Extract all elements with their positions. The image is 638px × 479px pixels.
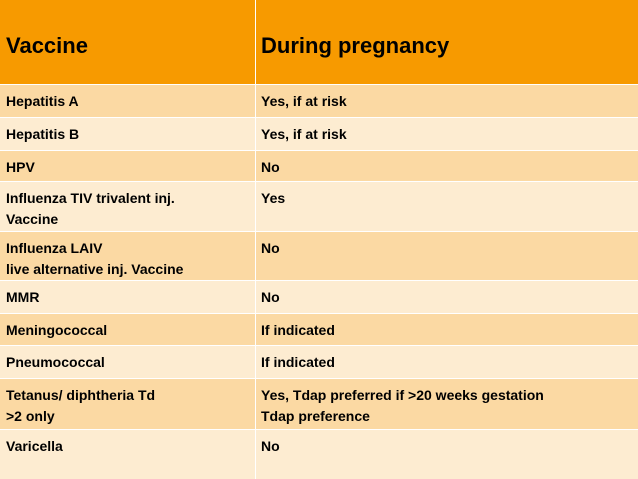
vaccine-cell: Influenza LAIV live alternative inj. Vac… [6,240,184,277]
table-row: Hepatitis A Yes, if at risk [0,84,638,117]
table-row: HPV No [0,150,638,181]
vaccine-cell: MMR [6,289,40,305]
column-divider [255,118,256,150]
vaccine-cell: HPV [6,159,35,175]
table-row: Meningococcal If indicated [0,313,638,345]
vaccine-cell: Pneumococcal [6,354,105,370]
table-header-row: Vaccine During pregnancy [0,0,638,84]
pregnancy-cell: No [261,240,280,256]
column-divider [255,430,256,479]
column-divider [255,232,256,280]
column-divider [255,314,256,345]
pregnancy-cell: Yes, if at risk [261,93,347,109]
table-row: Tetanus/ diphtheria Td >2 only Yes, Tdap… [0,378,638,429]
column-divider [255,379,256,429]
vaccine-cell: Influenza TIV trivalent inj. Vaccine [6,190,175,227]
pregnancy-cell: Yes, Tdap preferred if >20 weeks gestati… [261,387,544,424]
pregnancy-cell: No [261,438,280,454]
column-divider [255,151,256,181]
table-row: Pneumococcal If indicated [0,345,638,378]
vaccine-cell: Meningococcal [6,322,108,338]
pregnancy-cell: If indicated [261,322,335,338]
column-divider [255,0,256,84]
pregnancy-cell: If indicated [261,354,335,370]
table-row: Influenza LAIV live alternative inj. Vac… [0,231,638,280]
header-vaccine: Vaccine [6,33,88,58]
pregnancy-cell: No [261,289,280,305]
table-row: Influenza TIV trivalent inj. Vaccine Yes [0,181,638,231]
vaccine-cell: Hepatitis A [6,93,79,109]
pregnancy-cell: Yes [261,190,286,206]
table-row: MMR No [0,280,638,313]
column-divider [255,346,256,378]
vaccine-cell: Tetanus/ diphtheria Td >2 only [6,387,156,424]
header-during-pregnancy: During pregnancy [261,33,450,58]
column-divider [255,182,256,231]
pregnancy-cell: No [261,159,280,175]
table-row: Varicella No [0,429,638,479]
pregnancy-cell: Yes, if at risk [261,126,347,142]
column-divider [255,85,256,117]
vaccine-cell: Varicella [6,438,63,454]
vaccine-cell: Hepatitis B [6,126,80,142]
column-divider [255,281,256,313]
table-row: Hepatitis B Yes, if at risk [0,117,638,150]
